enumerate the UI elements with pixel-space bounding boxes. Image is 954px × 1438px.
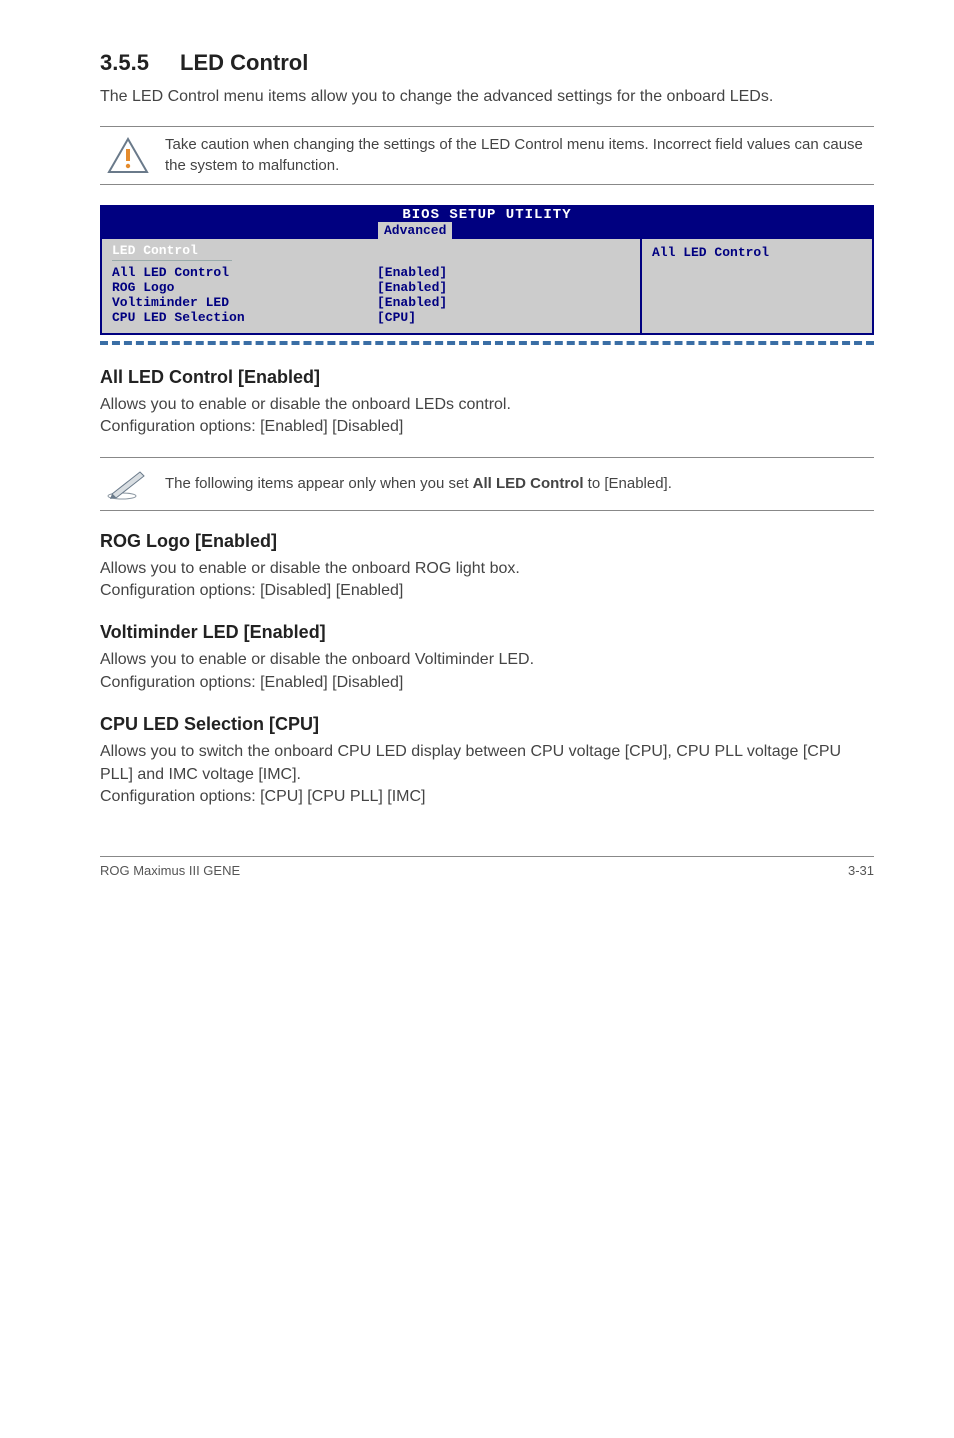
caution-note: Take caution when changing the settings … xyxy=(100,126,874,185)
caution-text: Take caution when changing the settings … xyxy=(155,135,874,176)
bios-help-text: All LED Control xyxy=(652,245,769,260)
subheading-voltiminder: Voltiminder LED [Enabled] xyxy=(100,622,874,643)
bios-bottom-dashed xyxy=(100,341,874,345)
bios-help-panel: All LED Control xyxy=(642,239,872,333)
subbody-all-led: Allows you to enable or disable the onbo… xyxy=(100,394,874,439)
info-prefix: The following items appear only when you… xyxy=(165,475,473,492)
footer-left: ROG Maximus III GENE xyxy=(100,863,240,878)
bios-panel-title: LED Control xyxy=(112,243,630,258)
bios-panel: BIOS SETUP UTILITY Advanced LED Control … xyxy=(100,205,874,335)
bios-setting-row: Voltiminder LED[Enabled] xyxy=(112,295,630,310)
info-note: The following items appear only when you… xyxy=(100,457,874,511)
bios-setting-row: ROG Logo[Enabled] xyxy=(112,280,630,295)
info-bold: All LED Control xyxy=(473,475,584,492)
bios-divider xyxy=(112,260,232,261)
caution-icon xyxy=(100,136,155,176)
info-note-text: The following items appear only when you… xyxy=(155,474,874,494)
bios-setting-value: [Enabled] xyxy=(377,280,447,295)
section-intro: The LED Control menu items allow you to … xyxy=(100,86,874,108)
section-heading: 3.5.5LED Control xyxy=(100,50,874,76)
bios-setting-row: CPU LED Selection[CPU] xyxy=(112,310,630,325)
subheading-rog-logo: ROG Logo [Enabled] xyxy=(100,531,874,552)
bios-setting-label: ROG Logo xyxy=(112,280,377,295)
subbody-cpu-led: Allows you to switch the onboard CPU LED… xyxy=(100,741,874,808)
bios-setting-value: [Enabled] xyxy=(377,265,447,280)
bios-setting-label: CPU LED Selection xyxy=(112,310,377,325)
bios-setting-label: Voltiminder LED xyxy=(112,295,377,310)
section-title: LED Control xyxy=(180,50,308,75)
page-footer: ROG Maximus III GENE 3-31 xyxy=(100,856,874,878)
bios-tab-advanced: Advanced xyxy=(377,221,453,239)
bios-tabrow: BIOS SETUP UTILITY Advanced xyxy=(102,207,872,237)
bios-setting-row: All LED Control[Enabled] xyxy=(112,265,630,280)
pencil-icon xyxy=(100,466,155,502)
bios-setting-value: [Enabled] xyxy=(377,295,447,310)
bios-left-panel: LED Control All LED Control[Enabled]ROG … xyxy=(102,239,642,333)
section-number: 3.5.5 xyxy=(100,50,180,76)
info-suffix: to [Enabled]. xyxy=(584,475,672,492)
bios-setting-label: All LED Control xyxy=(112,265,377,280)
subheading-cpu-led: CPU LED Selection [CPU] xyxy=(100,714,874,735)
subbody-rog-logo: Allows you to enable or disable the onbo… xyxy=(100,558,874,603)
subbody-voltiminder: Allows you to enable or disable the onbo… xyxy=(100,649,874,694)
footer-right: 3-31 xyxy=(848,863,874,878)
subheading-all-led: All LED Control [Enabled] xyxy=(100,367,874,388)
bios-setting-value: [CPU] xyxy=(377,310,416,325)
